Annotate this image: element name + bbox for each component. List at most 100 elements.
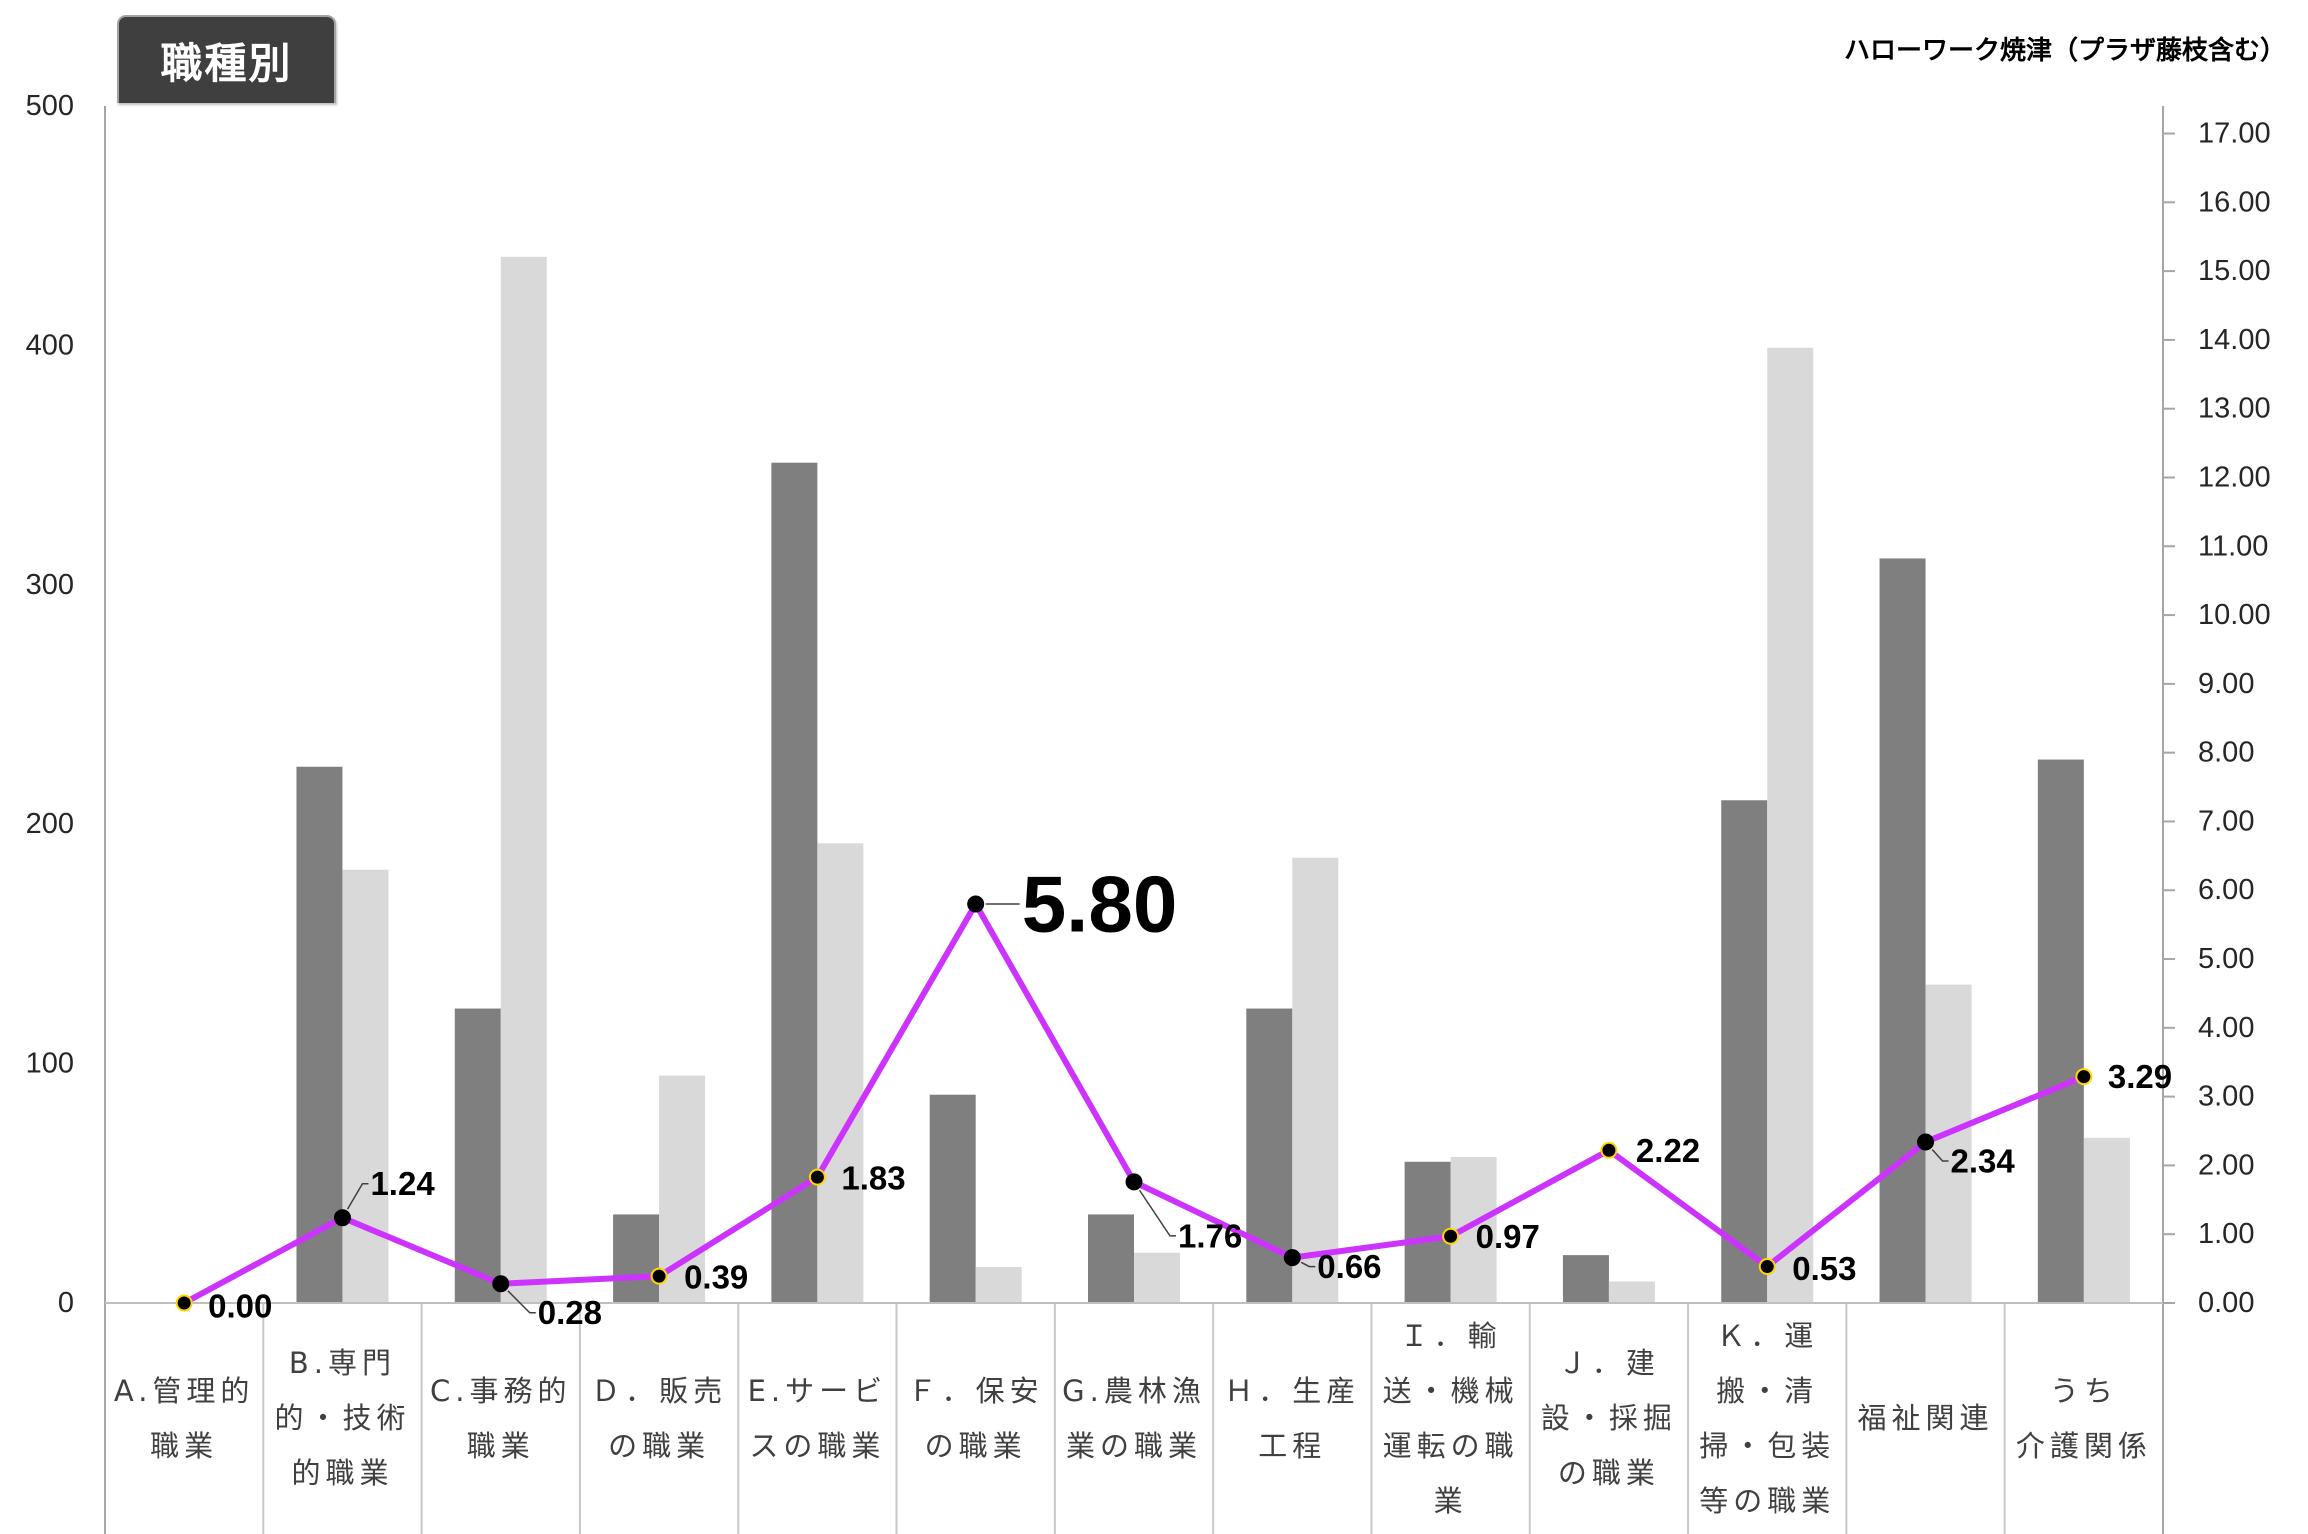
line-data-label: 1.83 [841,1160,905,1197]
y-axis-right-tick-label: 12.00 [2198,461,2271,493]
category-cell: A.管理的職業 [105,1303,263,1534]
line-data-label: 3.29 [2108,1058,2172,1095]
line-data-label: 2.22 [1636,1132,1700,1169]
line-point [1283,1249,1301,1267]
bar-series-1 [1404,1161,1451,1303]
bar-series-2 [500,256,547,1303]
line-point [333,1209,351,1227]
bar-series-2 [1292,857,1339,1303]
category-dividers [262,1303,2006,1534]
chart-title-tab: 職種別 [117,15,336,103]
line-data-label: 2.34 [1951,1143,2016,1180]
y-axis-right-tick-label: 9.00 [2198,668,2254,700]
category-label: Ｉ．輸送・機械運転の職業 [1382,1318,1519,1518]
category-label: うち 介護関係 [2015,1373,2152,1463]
line-data-label: 0.28 [538,1294,602,1331]
category-cell: Ｈ．生産工程 [1213,1303,1371,1534]
line-data-label: 0.97 [1476,1218,1540,1255]
y-axis-right-tick-label: 16.00 [2198,186,2271,218]
y-axis-right-tick-label: 17.00 [2198,118,2271,150]
bar-series-1 [1879,558,1926,1303]
line-data-label: 1.24 [370,1165,435,1202]
category-cell: Ｉ．輸送・機械運転の職業 [1371,1303,1529,1534]
office-annotation: ハローワーク焼津（プラザ藤枝含む） [1843,36,2286,66]
bar-series-1 [1562,1255,1609,1303]
category-label: Ｋ．運搬・清掃・包装等の職業 [1699,1318,1836,1518]
data-label-leader-line [507,1290,536,1314]
line-point [2075,1068,2093,1086]
data-label-leader-line [1931,1148,1949,1162]
category-label: A.管理的職業 [113,1373,255,1463]
line-data-label: 0.53 [1792,1250,1856,1287]
line-point [967,895,985,913]
y-axis-right-tick-label: 8.00 [2198,737,2254,769]
category-label: Ｊ．建設・採掘の職業 [1540,1346,1677,1490]
y-axis-left-tick-label: 300 [26,569,74,601]
line-point [175,1294,193,1312]
category-label: C.事務的職業 [430,1373,572,1463]
bar-series-2 [975,1267,1022,1303]
y-axis-right-tick-label: 4.00 [2198,1012,2254,1044]
line-data-label: 5.80 [1022,860,1178,949]
bar-series-2 [817,843,864,1303]
bar-series-1 [1721,800,1768,1303]
category-cell: うち 介護関係 [2005,1303,2163,1534]
category-cell: E.サービスの職業 [738,1303,896,1534]
bar-series-2 [1608,1281,1655,1303]
category-label: E.サービスの職業 [747,1373,888,1463]
y-axis-right-tick-label: 13.00 [2198,393,2271,425]
category-cell: G.農林漁業の職業 [1055,1303,1213,1534]
data-label-leader-line [1138,1189,1176,1237]
category-cell: Ｆ．保安の職業 [897,1303,1055,1534]
line-point [650,1267,668,1285]
bar-series-2 [1767,347,1814,1303]
bar-series-1 [454,1008,501,1303]
line-point [808,1168,826,1186]
line-series-group [175,895,2093,1312]
line-point [1917,1133,1935,1151]
category-cell: C.事務的職業 [422,1303,580,1534]
y-axis-right-tick-label: 10.00 [2198,599,2271,631]
category-label: 福祉関連 [1857,1401,1994,1435]
bar-series-1 [771,462,818,1303]
category-label: B.専門的・技術的職業 [274,1346,411,1490]
category-cell: Ｋ．運搬・清掃・包装等の職業 [1688,1303,1846,1534]
line-point [1600,1141,1618,1159]
chart-title: 職種別 [160,38,293,88]
bar-series-2 [2083,1137,2130,1303]
category-cell: Ｊ．建設・採掘の職業 [1530,1303,1688,1534]
category-cell: Ｄ．販売の職業 [580,1303,738,1534]
bar-series-group [296,256,2130,1303]
y-axis-right-tick-label: 7.00 [2198,805,2254,837]
line-point [492,1275,510,1293]
data-labels-group: 0.00 1.24 0.28 0.39 1.83 5.80 1.76 0.66 0.97 2.22… [208,860,2172,1332]
y-axis-right-tick-label: 5.00 [2198,943,2254,975]
y-axis-left-tick-label: 500 [26,90,74,122]
y-axis-right-tick-label: 1.00 [2198,1218,2254,1250]
bar-series-1 [1088,1214,1134,1303]
line-point [1125,1173,1143,1191]
line-data-label: 0.00 [208,1288,272,1325]
y-axis-left-tick-label: 100 [26,1048,74,1080]
line-data-label: 1.76 [1178,1217,1242,1254]
category-cell: 福祉関連 [1846,1303,2004,1534]
y-axis-left-tick-label: 400 [26,329,74,361]
line-data-label: 0.39 [684,1259,748,1296]
data-label-leader-line [346,1182,369,1210]
bar-series-1 [296,766,343,1303]
category-label: Ｈ．生産工程 [1224,1373,1361,1463]
y-axis-right-tick-label: 6.00 [2198,874,2254,906]
line-point [1442,1227,1460,1245]
line-point [1758,1258,1776,1276]
y-axis-right-tick-label: 2.00 [2198,1149,2254,1181]
bar-series-2 [342,869,389,1303]
data-label-leader-line [1300,1261,1316,1268]
bar-series-2 [1134,1252,1180,1303]
y-axis-right-tick-label: 0.00 [2198,1287,2254,1319]
category-label: G.農林漁業の職業 [1062,1373,1206,1463]
y-axis-left-tick-label: 200 [26,808,74,840]
y-axis-right-tick-label: 11.00 [2198,530,2268,562]
y-axis-right-tick-label: 14.00 [2198,324,2271,356]
line-data-label: 0.66 [1317,1248,1381,1285]
